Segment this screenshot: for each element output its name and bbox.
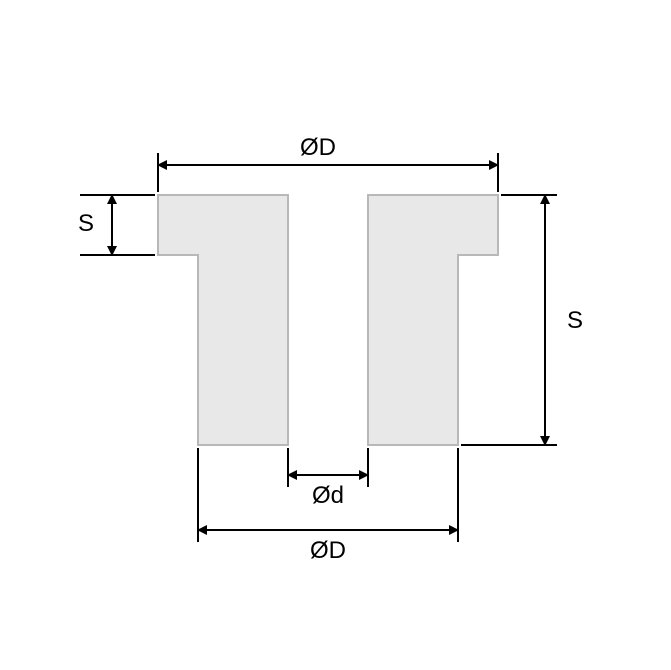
- part-left-section: [158, 195, 288, 445]
- part-right-section: [368, 195, 498, 445]
- dim-s1-label: S: [78, 210, 94, 237]
- dim-s-label: S: [567, 307, 583, 334]
- dim-d1-label: ØD: [300, 134, 336, 161]
- dim-DD-label: ØD: [310, 537, 346, 564]
- dim-d-label: Ød: [312, 482, 344, 509]
